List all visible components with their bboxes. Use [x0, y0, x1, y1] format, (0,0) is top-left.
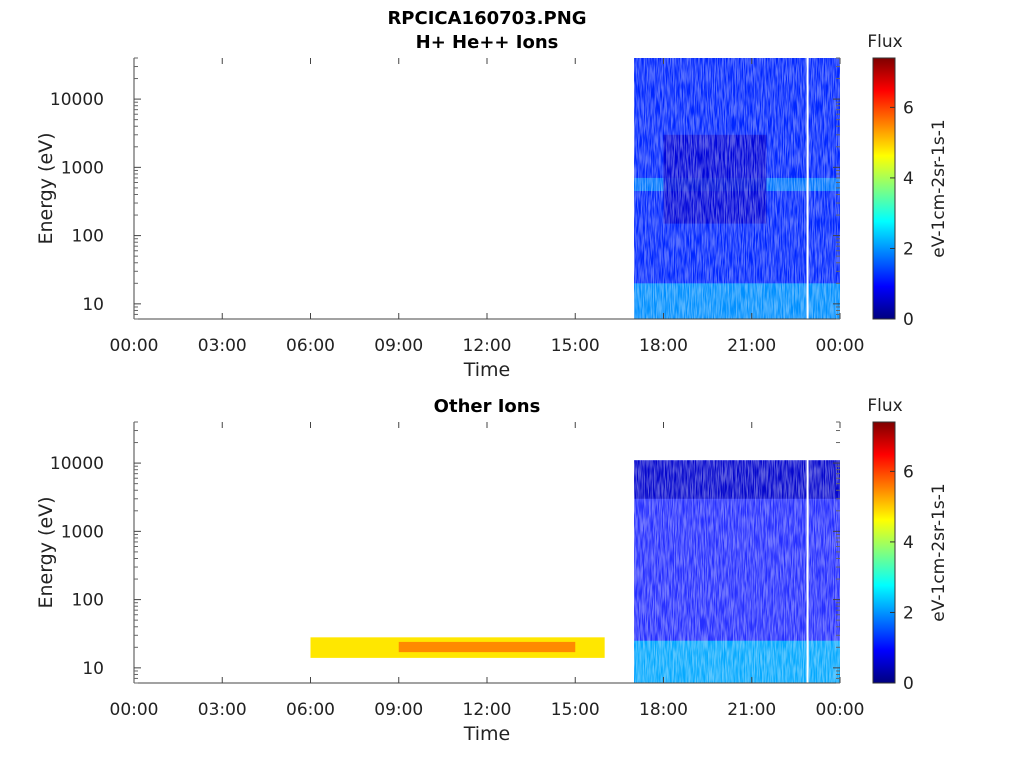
x-tick-label: 00:00 — [110, 336, 159, 356]
x-tick-label: 21:00 — [727, 336, 776, 356]
colorbar-tick-label: 4 — [903, 533, 914, 553]
y-tick-label: 10000 — [50, 90, 104, 110]
data-gap-line — [806, 422, 809, 683]
x-axis-label: Time — [463, 723, 511, 745]
x-tick-label: 12:00 — [463, 336, 512, 356]
x-tick-label: 06:00 — [286, 336, 335, 356]
colorbar-title: Flux — [867, 32, 902, 52]
x-tick-label: 15:00 — [551, 700, 600, 720]
colorbar-tick-label: 6 — [903, 98, 914, 118]
colorbar-tick-label: 0 — [903, 310, 914, 330]
flux-speckle — [634, 58, 840, 319]
colorbar-tick-label: 6 — [903, 462, 914, 482]
x-tick-label: 00:00 — [816, 336, 865, 356]
x-tick-label: 00:00 — [816, 700, 865, 720]
y-tick-label: 1000 — [61, 158, 104, 178]
colorbar-title: Flux — [867, 396, 902, 416]
y-tick-label: 1000 — [61, 522, 104, 542]
y-tick-label: 100 — [72, 591, 104, 611]
x-tick-label: 12:00 — [463, 700, 512, 720]
x-tick-label: 06:00 — [286, 700, 335, 720]
plot-area — [134, 58, 840, 319]
x-tick-label: 03:00 — [198, 700, 247, 720]
colorbar-tick-label: 0 — [903, 674, 914, 694]
x-axis-label: Time — [463, 359, 511, 381]
y-tick-label: 10 — [82, 659, 104, 679]
x-tick-label: 18:00 — [639, 700, 688, 720]
figure-title: RPCICA160703.PNG — [387, 8, 586, 29]
data-gap-line — [806, 58, 809, 319]
y-tick-label: 100 — [72, 227, 104, 247]
y-axis-label: Energy (eV) — [35, 496, 57, 608]
plot-area — [134, 422, 840, 683]
x-tick-label: 18:00 — [639, 336, 688, 356]
colorbar-tick-label: 2 — [903, 603, 914, 623]
x-tick-label: 03:00 — [198, 336, 247, 356]
panel-title: Other Ions — [434, 396, 541, 417]
x-tick-label: 00:00 — [110, 700, 159, 720]
x-tick-label: 09:00 — [374, 336, 423, 356]
x-tick-label: 15:00 — [551, 336, 600, 356]
y-tick-label: 10 — [82, 295, 104, 315]
flux-region — [398, 641, 576, 653]
y-tick-label: 10000 — [50, 454, 104, 474]
colorbar — [872, 421, 896, 684]
colorbar-tick-label: 4 — [903, 169, 914, 189]
flux-speckle — [634, 422, 840, 683]
colorbar-label: eV-1cm-2sr-1s-1 — [929, 483, 949, 621]
panel-2: Other Ions 00:00 03:00 06:00 09:00 12:00 15:00… — [35, 396, 949, 745]
panel-1: H+ He++ Ions 00:00 03:00 06:00 09:00 12:00 15:… — [35, 32, 949, 381]
colorbar — [872, 57, 896, 320]
colorbar-tick-label: 2 — [903, 239, 914, 259]
x-tick-label: 09:00 — [374, 700, 423, 720]
panel-title: H+ He++ Ions — [416, 32, 559, 53]
colorbar-label: eV-1cm-2sr-1s-1 — [929, 119, 949, 257]
y-axis-label: Energy (eV) — [35, 132, 57, 244]
x-tick-label: 21:00 — [727, 700, 776, 720]
